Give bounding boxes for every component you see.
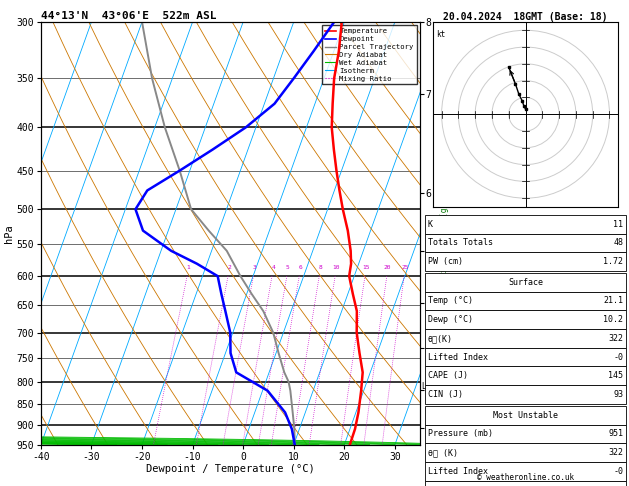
X-axis label: Dewpoint / Temperature (°C): Dewpoint / Temperature (°C) — [146, 465, 315, 474]
Text: PW (cm): PW (cm) — [428, 257, 463, 266]
Text: Dewp (°C): Dewp (°C) — [428, 315, 473, 324]
Text: CIN (J): CIN (J) — [428, 390, 463, 399]
Text: 5: 5 — [286, 265, 290, 270]
Text: 20: 20 — [384, 265, 391, 270]
Text: 1: 1 — [186, 265, 190, 270]
Text: Totals Totals: Totals Totals — [428, 238, 493, 247]
Text: Temp (°C): Temp (°C) — [428, 296, 473, 306]
Text: 93: 93 — [613, 390, 623, 399]
Y-axis label: km
ASL: km ASL — [433, 225, 455, 242]
Text: Lifted Index: Lifted Index — [428, 352, 487, 362]
Text: 11: 11 — [613, 220, 623, 229]
Text: -0: -0 — [613, 467, 623, 476]
Text: 10: 10 — [332, 265, 340, 270]
Text: 48: 48 — [613, 238, 623, 247]
Text: kt: kt — [437, 30, 446, 39]
Text: 951: 951 — [608, 429, 623, 438]
Text: Pressure (mb): Pressure (mb) — [428, 429, 493, 438]
Text: LCL: LCL — [421, 382, 435, 391]
Text: 145: 145 — [608, 371, 623, 381]
Text: 8: 8 — [318, 265, 322, 270]
Text: 322: 322 — [608, 448, 623, 457]
Text: 21.1: 21.1 — [603, 296, 623, 306]
Text: Mixing Ratio (g/kg): Mixing Ratio (g/kg) — [440, 190, 449, 277]
Text: 15: 15 — [362, 265, 370, 270]
Text: Lifted Index: Lifted Index — [428, 467, 487, 476]
Text: θᴄ (K): θᴄ (K) — [428, 448, 458, 457]
Text: 44°13'N  43°06'E  522m ASL: 44°13'N 43°06'E 522m ASL — [41, 11, 216, 21]
Text: 6: 6 — [298, 265, 302, 270]
Text: 322: 322 — [608, 334, 623, 343]
Text: 3: 3 — [253, 265, 257, 270]
Text: 10.2: 10.2 — [603, 315, 623, 324]
Text: K: K — [428, 220, 433, 229]
Text: 2: 2 — [227, 265, 231, 270]
Text: 25: 25 — [401, 265, 409, 270]
Legend: Temperature, Dewpoint, Parcel Trajectory, Dry Adiabat, Wet Adiabat, Isotherm, Mi: Temperature, Dewpoint, Parcel Trajectory… — [322, 25, 416, 85]
Y-axis label: hPa: hPa — [4, 224, 14, 243]
Text: Most Unstable: Most Unstable — [493, 411, 558, 420]
Text: 20.04.2024  18GMT (Base: 18): 20.04.2024 18GMT (Base: 18) — [443, 12, 608, 22]
Text: CAPE (J): CAPE (J) — [428, 371, 468, 381]
Text: Surface: Surface — [508, 278, 543, 287]
Text: -0: -0 — [613, 352, 623, 362]
Text: 1.72: 1.72 — [603, 257, 623, 266]
Text: θᴄ(K): θᴄ(K) — [428, 334, 453, 343]
Text: 4: 4 — [271, 265, 275, 270]
Text: © weatheronline.co.uk: © weatheronline.co.uk — [477, 473, 574, 482]
